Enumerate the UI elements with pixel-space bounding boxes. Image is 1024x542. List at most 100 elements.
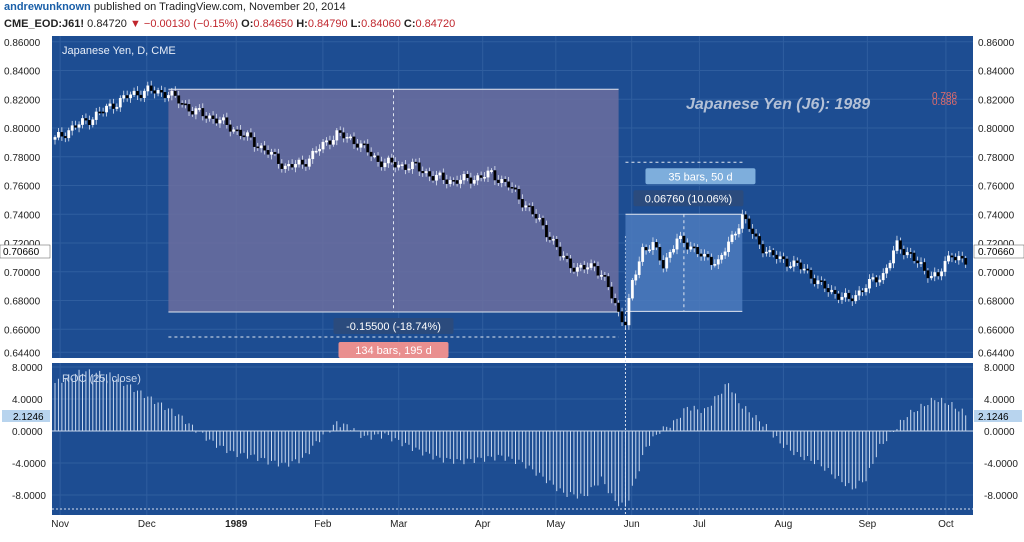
- candle-down: [369, 151, 373, 157]
- candle-down: [507, 181, 511, 188]
- candle-up: [727, 241, 730, 253]
- candle-down: [692, 246, 696, 249]
- y-tick-right: 0.72000: [978, 239, 1015, 250]
- range-box: [168, 89, 619, 312]
- candle-up: [689, 246, 693, 250]
- candle-down: [960, 255, 964, 259]
- open-label: O:: [241, 18, 254, 31]
- candle-up: [857, 290, 861, 296]
- candle-down: [187, 104, 191, 112]
- candle-up: [768, 250, 772, 253]
- candle-down: [338, 130, 342, 133]
- candle-down: [596, 266, 600, 276]
- candle-up: [318, 148, 322, 152]
- roc-tick-right: 4.0000: [984, 395, 1015, 406]
- candle-up: [476, 175, 480, 181]
- ohlc-bar: CME_EOD:J61! 0.84720 ▼ −0.00130 (−0.15%)…: [4, 18, 1024, 34]
- candle-up: [679, 235, 682, 240]
- candle-up: [630, 280, 634, 299]
- candle-down: [923, 262, 926, 271]
- close-value: 0.84720: [415, 18, 456, 31]
- candle-down: [263, 145, 267, 151]
- candle-down: [60, 132, 64, 137]
- candle-up: [115, 106, 119, 109]
- candle-down: [847, 292, 851, 299]
- candle-down: [558, 246, 562, 257]
- y-tick-right: 0.84000: [978, 67, 1015, 78]
- x-tick: Mar: [390, 519, 408, 530]
- candle-up: [789, 266, 792, 268]
- candle-up: [764, 251, 768, 254]
- candle-down: [173, 90, 177, 96]
- x-tick: Dec: [138, 519, 156, 530]
- candle-up: [297, 159, 301, 165]
- y-tick-right: 0.68000: [978, 297, 1015, 308]
- candle-up: [730, 234, 734, 243]
- candle-up: [424, 171, 428, 174]
- candle-down: [496, 179, 500, 183]
- candle-up: [397, 164, 401, 168]
- candle-up: [864, 288, 868, 293]
- candle-down: [819, 280, 823, 282]
- chart-canvas[interactable]: 0.86000 0.84000 0.82000 0.80000 0.78000 0.760…: [0, 36, 1024, 542]
- candle-down: [266, 150, 270, 155]
- candle-up: [892, 250, 895, 264]
- range-boxes[interactable]: -0.15500 (-18.74%) 134 bars, 195 d 35 bars…: [168, 88, 756, 358]
- candle-down: [479, 175, 483, 178]
- candle-down: [706, 253, 710, 258]
- candle-up: [816, 280, 820, 285]
- candle-down: [806, 268, 810, 271]
- candle-down: [606, 276, 610, 288]
- candle-up: [929, 275, 933, 279]
- candle-up: [830, 289, 834, 293]
- candle-up: [737, 228, 741, 235]
- candle-down: [902, 248, 906, 256]
- candle-up: [538, 217, 541, 220]
- candle-up: [345, 136, 349, 139]
- candle-up: [146, 85, 150, 92]
- candle-up: [462, 174, 466, 181]
- fib-label-0786: 0.786: [932, 91, 957, 102]
- candle-down: [239, 129, 242, 136]
- roc-tick-right: 0.0000: [984, 427, 1015, 438]
- candle-down: [517, 189, 521, 200]
- candle-down: [823, 280, 827, 289]
- y-axis-right: 0.86000 0.84000 0.82000 0.80000 0.78000 0.760…: [978, 38, 1015, 360]
- candle-down: [761, 244, 765, 254]
- high-label: H:: [296, 18, 308, 31]
- y-tick-right: 0.80000: [978, 124, 1015, 135]
- candle-down: [112, 103, 115, 109]
- candle-down: [555, 238, 559, 248]
- candle-down: [204, 115, 208, 119]
- y-tick-left: 0.66000: [4, 325, 41, 336]
- down-arrow-icon: ▼: [129, 18, 141, 31]
- y-tick-left: 0.70000: [4, 268, 41, 279]
- candle-up: [637, 261, 641, 275]
- fib-label-0886: 0.886: [932, 97, 957, 108]
- candle-down: [366, 143, 370, 153]
- candle-down: [304, 164, 308, 167]
- candle-up: [668, 252, 672, 258]
- candle-up: [448, 180, 452, 184]
- candle-down: [421, 170, 425, 174]
- candle-up: [325, 140, 328, 143]
- candle-down: [613, 298, 617, 304]
- candle-down: [276, 153, 280, 164]
- y-tick-left: 0.64400: [4, 348, 41, 359]
- candle-up: [386, 157, 390, 164]
- candle-down: [428, 171, 431, 177]
- candle-down: [74, 125, 78, 128]
- candle-up: [270, 151, 273, 155]
- candle-up: [854, 295, 858, 302]
- candle-up: [232, 129, 236, 132]
- candle-down: [101, 111, 105, 114]
- candle-up: [648, 249, 651, 252]
- candle-up: [483, 176, 486, 179]
- candle-down: [799, 262, 803, 270]
- candle-up: [208, 115, 212, 119]
- author-link[interactable]: andrewunknown: [4, 1, 91, 14]
- candle-up: [486, 170, 490, 178]
- candle-up: [129, 94, 133, 99]
- candle-down: [215, 118, 218, 124]
- candle-up: [634, 274, 638, 281]
